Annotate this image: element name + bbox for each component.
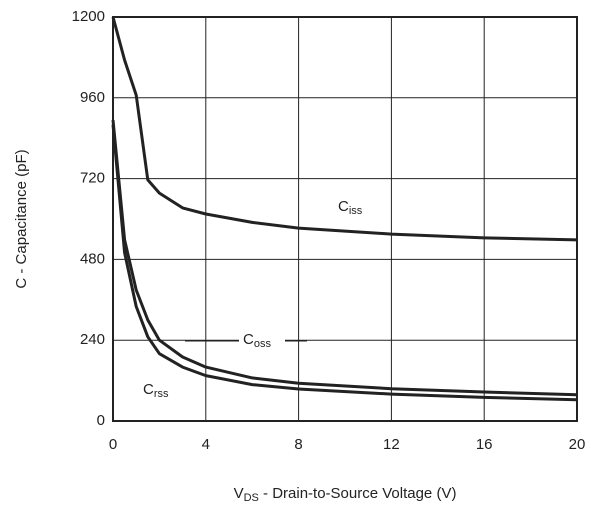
series-label-sub: rss bbox=[154, 388, 169, 400]
x-tick-label: 0 bbox=[109, 436, 117, 453]
label-bg bbox=[334, 196, 380, 220]
x-tick-label: 4 bbox=[202, 436, 210, 453]
y-tick-label: 480 bbox=[80, 250, 105, 267]
y-tick-label: 1200 bbox=[72, 8, 105, 25]
series-label-sub: oss bbox=[254, 338, 272, 350]
y-axis-label: C - Capacitance (pF) bbox=[13, 149, 30, 288]
series-label-main: C bbox=[243, 331, 254, 348]
series-line bbox=[111, 124, 578, 402]
x-label-rest: - Drain-to-Source Voltage (V) bbox=[259, 485, 457, 502]
y-tick-label: 720 bbox=[80, 170, 105, 187]
series-line bbox=[111, 16, 578, 242]
label-bg bbox=[239, 329, 285, 353]
y-tick-label: 960 bbox=[80, 89, 105, 106]
series-label-main: C bbox=[143, 381, 154, 398]
x-tick-label: 20 bbox=[569, 436, 586, 453]
x-label-sub: DS bbox=[244, 492, 259, 504]
x-tick-label: 12 bbox=[383, 436, 400, 453]
series-label-sub: iss bbox=[349, 205, 363, 217]
label-bg bbox=[139, 379, 185, 403]
x-tick-label: 16 bbox=[476, 436, 493, 453]
series-label-main: C bbox=[338, 198, 349, 215]
series-label: Crss bbox=[143, 381, 169, 400]
x-axis-label: VDS - Drain-to-Source Voltage (V) bbox=[234, 485, 457, 504]
series-label: Coss bbox=[243, 331, 271, 350]
x-tick-label: 8 bbox=[294, 436, 302, 453]
series-label: Ciss bbox=[338, 198, 363, 217]
y-tick-label: 240 bbox=[80, 331, 105, 348]
series-line bbox=[111, 119, 578, 397]
x-label-main: V bbox=[234, 485, 244, 502]
y-tick-label: 0 bbox=[97, 412, 105, 429]
plot-frame bbox=[112, 16, 578, 422]
